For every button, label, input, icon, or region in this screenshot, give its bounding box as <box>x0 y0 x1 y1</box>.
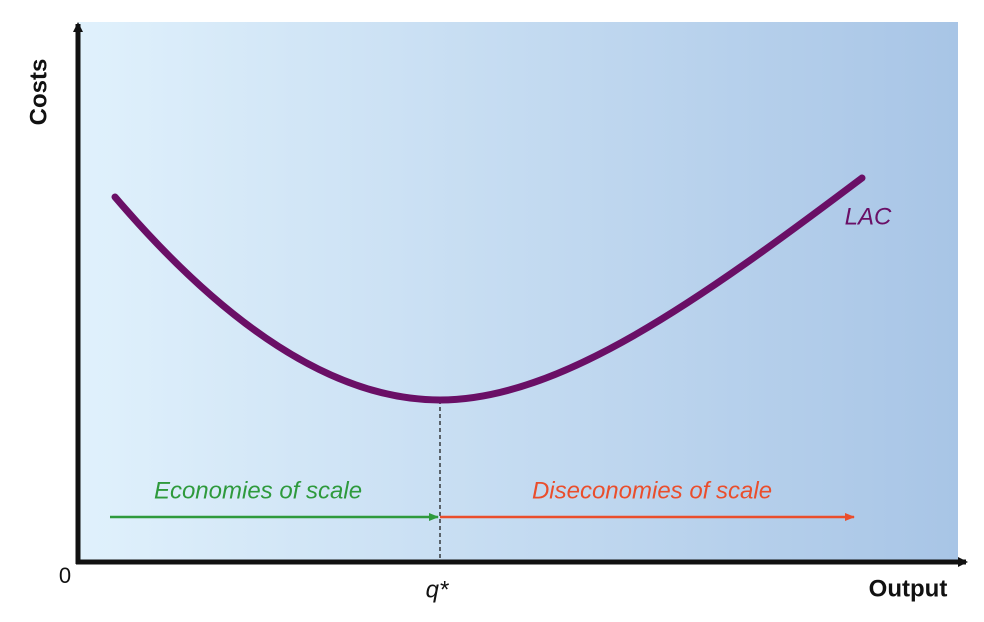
lac-curve <box>111 174 866 404</box>
diseconomies-label: Diseconomies of scale <box>532 477 772 504</box>
plot-background <box>78 22 958 562</box>
curve-label: LAC <box>845 203 892 230</box>
y-axis-label: Costs <box>25 59 52 126</box>
q-star-label: q* <box>426 576 449 603</box>
x-axis-label: Output <box>869 575 948 602</box>
economies-label: Economies of scale <box>154 477 362 504</box>
origin-label: 0 <box>59 563 71 588</box>
